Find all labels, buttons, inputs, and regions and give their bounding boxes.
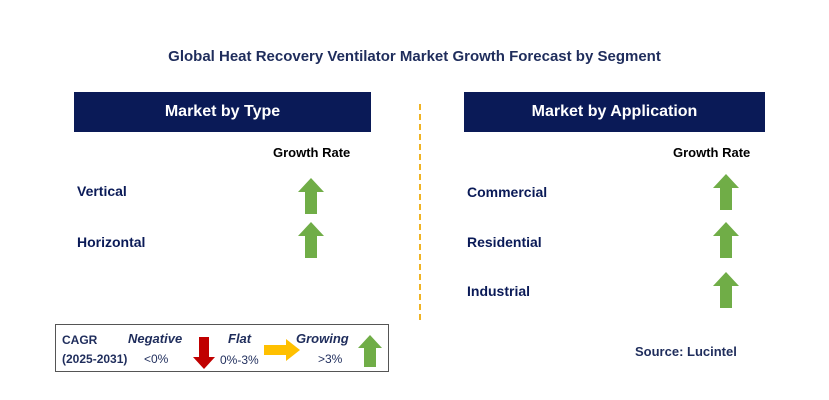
legend-flat-label: Flat — [228, 331, 252, 346]
growing-arrow-icon — [713, 222, 739, 258]
page-title: Global Heat Recovery Ventilator Market G… — [168, 48, 661, 65]
growing-arrow-icon — [298, 222, 324, 258]
application-panel-header: Market by Application — [464, 92, 765, 132]
legend-growing-label: Growing — [296, 331, 349, 346]
application-row-label-industrial: Industrial — [467, 283, 531, 299]
type-panel-header: Market by Type — [74, 92, 371, 132]
growing-arrow-icon — [358, 335, 382, 367]
growing-arrow-icon — [713, 174, 739, 210]
legend-growing-range: >3% — [318, 352, 343, 366]
legend-period-label: (2025-2031) — [62, 352, 128, 366]
negative-arrow-icon — [193, 337, 215, 369]
type-growth-rate-label: Growth Rate — [273, 145, 351, 160]
type-row-label-vertical: Vertical — [77, 183, 127, 199]
legend-negative-range: <0% — [144, 352, 169, 366]
legend-flat-range: 0%-3% — [220, 353, 259, 367]
flat-arrow-icon — [264, 339, 300, 361]
application-growth-rate-label: Growth Rate — [673, 145, 751, 160]
type-row-label-horizontal: Horizontal — [77, 234, 146, 250]
cagr-legend: CAGR (2025-2031) Negative <0% Flat 0%-3%… — [55, 324, 389, 372]
source-credit: Source: Lucintel — [635, 344, 737, 359]
legend-cagr-label: CAGR — [62, 333, 98, 347]
legend-negative-label: Negative — [128, 331, 183, 346]
growing-arrow-icon — [298, 178, 324, 214]
application-row-label-commercial: Commercial — [467, 184, 548, 200]
application-row-label-residential: Residential — [467, 234, 542, 250]
growing-arrow-icon — [713, 272, 739, 308]
panel-divider — [419, 104, 421, 320]
